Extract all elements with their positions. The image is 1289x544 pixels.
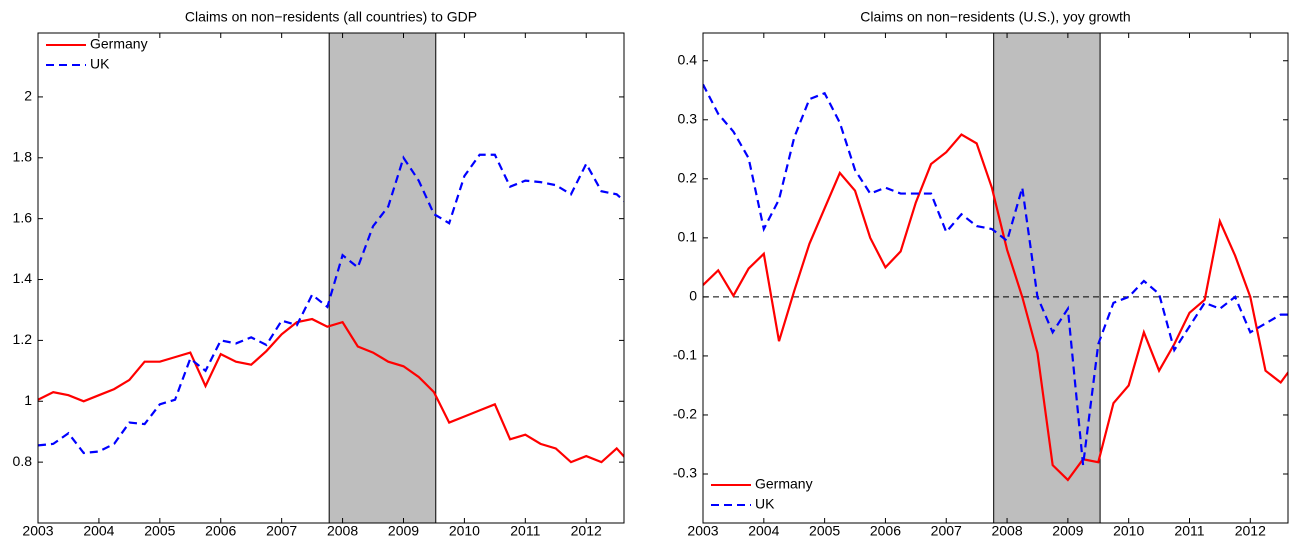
x-tick-label: 2006 — [870, 523, 901, 539]
x-tick-label: 2006 — [205, 523, 236, 539]
y-tick-label: -0.2 — [673, 406, 697, 422]
x-tick-label: 2004 — [748, 523, 779, 539]
y-tick-label: 0.4 — [678, 51, 698, 67]
series-group — [38, 153, 624, 464]
y-tick-label: 1.6 — [13, 209, 33, 225]
series-line — [703, 133, 1288, 482]
series-line — [38, 153, 624, 455]
y-tick-label: 0.1 — [678, 229, 698, 245]
x-tick-label: 2010 — [449, 523, 480, 539]
x-tick-label: 2003 — [22, 523, 53, 539]
x-tick-label: 2008 — [991, 523, 1022, 539]
legend-label: UK — [755, 496, 775, 512]
x-tick-label: 2012 — [571, 523, 602, 539]
y-tick-label: 1.8 — [13, 148, 33, 164]
y-tick-label: 1.2 — [13, 331, 33, 347]
x-tick-label: 2009 — [388, 523, 419, 539]
x-tick-label: 2011 — [1174, 523, 1204, 539]
x-tick-label: 2007 — [266, 523, 297, 539]
recession-shade — [328, 32, 437, 524]
x-tick-label: 2007 — [931, 523, 962, 539]
plot-frame — [37, 32, 625, 524]
series-group — [703, 83, 1288, 482]
x-tick-label: 2003 — [687, 523, 718, 539]
x-tick-label: 2012 — [1235, 523, 1266, 539]
y-tick-label: 1 — [24, 392, 32, 408]
x-tick-label: 2010 — [1113, 523, 1144, 539]
x-tick-label: 2009 — [1052, 523, 1083, 539]
x-tick-label: 2004 — [83, 523, 114, 539]
x-tick-label: 2011 — [510, 523, 540, 539]
y-tick-label: -0.3 — [673, 465, 697, 481]
x-tick-label: 2008 — [327, 523, 358, 539]
y-tick-label: 0.3 — [678, 110, 698, 126]
plot-frame — [702, 32, 1289, 524]
x-tick-label: 2005 — [144, 523, 175, 539]
y-tick-label: -0.1 — [673, 347, 697, 363]
x-tick-label: 2005 — [809, 523, 840, 539]
y-tick-label: 0.8 — [13, 453, 33, 469]
legend-label: Germany — [755, 476, 813, 492]
y-tick-label: 1.4 — [13, 270, 33, 286]
chart-title: Claims on non−residents (U.S.), yoy grow… — [860, 9, 1130, 25]
y-tick-label: 0 — [689, 288, 697, 304]
series-line — [38, 317, 624, 464]
chart-title: Claims on non−residents (all countries) … — [185, 9, 477, 25]
recession-shade — [993, 32, 1101, 524]
legend-label: Germany — [90, 36, 148, 52]
series-line — [703, 83, 1288, 466]
y-tick-label: 0.2 — [678, 170, 698, 186]
y-tick-label: 2 — [24, 88, 32, 104]
legend-label: UK — [90, 56, 110, 72]
